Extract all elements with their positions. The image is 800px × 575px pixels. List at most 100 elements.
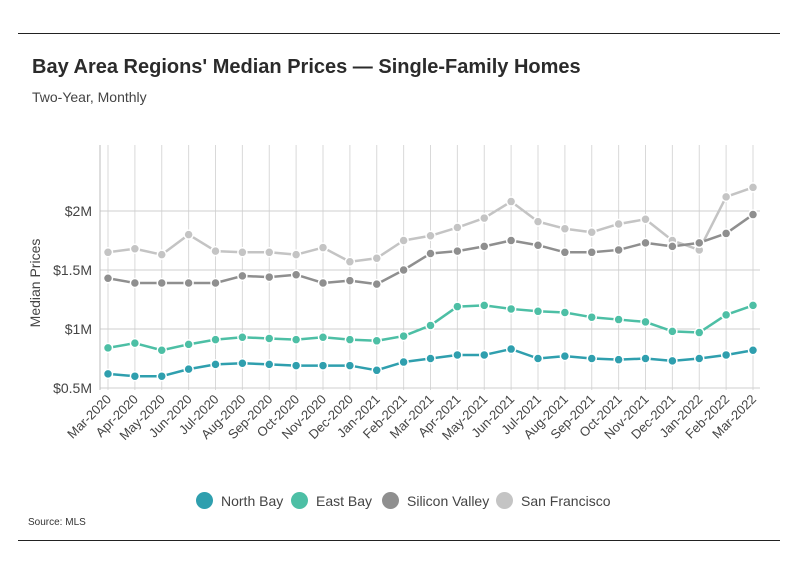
data-point (290, 334, 302, 345)
data-point (210, 359, 221, 370)
data-point (479, 300, 490, 311)
data-point (586, 353, 597, 364)
bottom-rule (18, 540, 780, 541)
data-point (317, 332, 329, 343)
legend-swatch (291, 492, 308, 509)
data-point (398, 356, 409, 368)
data-point (398, 264, 409, 276)
data-point (129, 370, 141, 382)
data-point (237, 332, 248, 343)
data-point (613, 218, 624, 230)
data-point (183, 339, 194, 350)
data-point (264, 247, 275, 258)
data-point (720, 309, 732, 321)
legend-label: San Francisco (521, 492, 611, 509)
data-point (720, 191, 732, 203)
data-point (747, 344, 759, 356)
data-point (102, 368, 114, 380)
data-point (290, 249, 302, 260)
data-point (532, 216, 544, 227)
legend-label: North Bay (221, 492, 284, 509)
data-point (452, 301, 463, 312)
y-tick-label: $2M (65, 203, 92, 219)
data-point (479, 349, 490, 361)
legend-item: Silicon Valley (382, 492, 489, 509)
data-point (505, 235, 517, 246)
data-point (371, 365, 382, 376)
data-point (532, 353, 544, 364)
data-point (398, 235, 409, 246)
data-point (264, 271, 275, 283)
data-point (640, 214, 651, 225)
data-point (129, 337, 141, 349)
data-point (210, 277, 221, 289)
data-point (264, 333, 275, 344)
data-point (694, 237, 705, 249)
data-point (452, 222, 463, 233)
data-point (102, 273, 114, 284)
data-point (290, 360, 302, 371)
data-point (505, 303, 517, 315)
data-point (290, 269, 302, 280)
chart-subtitle: Two-Year, Monthly (32, 89, 147, 105)
data-point (720, 228, 732, 239)
data-point (210, 334, 221, 345)
data-point (210, 245, 221, 257)
data-point (344, 360, 356, 371)
data-point (694, 327, 705, 338)
data-point (667, 241, 678, 252)
data-point (613, 354, 624, 365)
data-point (559, 307, 571, 318)
data-point (344, 256, 356, 267)
data-point (398, 330, 409, 342)
data-point (102, 247, 114, 258)
data-point (425, 230, 436, 242)
legend-item: East Bay (291, 492, 372, 509)
data-point (317, 360, 329, 371)
data-point (667, 355, 678, 367)
data-point (586, 226, 597, 238)
legend-item: San Francisco (496, 492, 610, 509)
data-point (559, 223, 571, 234)
legend-swatch (382, 492, 399, 509)
y-axis-label: Median Prices (27, 239, 43, 328)
legend: North Bay East Bay Silicon Valley San Franc… (0, 492, 800, 514)
legend-swatch (196, 492, 213, 509)
data-point (425, 248, 436, 259)
data-point (156, 277, 167, 289)
data-point (586, 247, 597, 258)
data-point (317, 277, 329, 289)
data-point (532, 239, 544, 251)
data-point (452, 245, 463, 257)
legend-label: East Bay (316, 492, 373, 509)
data-point (371, 252, 382, 264)
data-point (452, 349, 463, 361)
data-point (237, 247, 248, 258)
data-point (640, 353, 651, 364)
y-tick-label: $0.5M (53, 380, 92, 396)
data-point (720, 349, 732, 361)
legend-label: Silicon Valley (407, 492, 490, 509)
data-point (371, 278, 382, 290)
data-point (344, 334, 356, 345)
data-point (156, 249, 167, 260)
data-point (479, 241, 490, 252)
data-point (586, 311, 597, 323)
data-point (613, 314, 624, 325)
legend-swatch (496, 492, 513, 509)
data-point (747, 209, 759, 220)
data-point (505, 343, 517, 355)
data-point (317, 242, 329, 253)
top-rule (18, 33, 780, 34)
y-tick-label: $1M (65, 321, 92, 337)
data-point (479, 212, 490, 224)
data-point (129, 277, 141, 289)
data-point (344, 275, 356, 286)
data-point (747, 300, 759, 311)
data-point (694, 353, 705, 364)
data-point (613, 244, 624, 256)
data-point (425, 353, 436, 364)
data-point (505, 196, 517, 207)
source-note: Source: MLS (28, 517, 86, 528)
